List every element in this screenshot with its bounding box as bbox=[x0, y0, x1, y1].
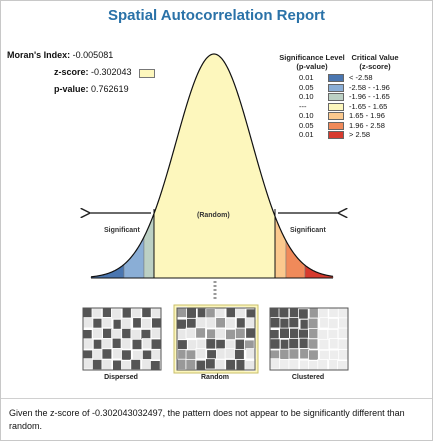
legend-swatch bbox=[328, 74, 344, 82]
z-score-label: z-score: bbox=[54, 67, 89, 77]
conclusion-text: Given the z-score of -0.302043032497, th… bbox=[9, 408, 405, 431]
legend-swatch bbox=[328, 112, 344, 120]
legend-p-value: 0.05 bbox=[299, 120, 314, 130]
p-value-label: p-value: bbox=[54, 84, 89, 94]
p-value-row: p-value: 0.762619 bbox=[54, 84, 129, 94]
legend-swatch bbox=[328, 102, 344, 111]
clustered-label: Clustered bbox=[291, 374, 325, 381]
morans-index-value: -0.005081 bbox=[72, 50, 114, 60]
separator bbox=[1, 398, 432, 399]
legend-swatch bbox=[328, 83, 344, 92]
morans-index-row: Moran's Index: -0.005081 bbox=[7, 50, 113, 60]
random-map-icon bbox=[173, 304, 259, 374]
legend-z-range: < -2.58 bbox=[349, 73, 373, 82]
p-value-value: 0.762619 bbox=[91, 84, 129, 94]
legend-swatch bbox=[328, 93, 344, 101]
curve-fills bbox=[90, 54, 334, 279]
critical-header: Critical Value (z-score) bbox=[347, 53, 403, 71]
significance-header-line2: (p-value) bbox=[296, 62, 328, 71]
legend-p-value: 0.01 bbox=[299, 130, 314, 139]
legend-p-value: --- bbox=[299, 101, 307, 111]
dispersed-label: Dispersed bbox=[104, 374, 138, 381]
morans-index-label: Moran's Index: bbox=[7, 50, 71, 60]
pattern-maps bbox=[81, 304, 349, 374]
z-score-value: -0.302043 bbox=[91, 67, 132, 77]
curve-band bbox=[143, 213, 155, 279]
curve-band bbox=[154, 54, 275, 278]
legend-z-range: 1.65 - 1.96 bbox=[349, 111, 385, 120]
legend-z-range: > 2.58 bbox=[349, 130, 371, 139]
clustered-map-icon bbox=[268, 306, 349, 372]
critical-header-line2: (z-score) bbox=[359, 62, 391, 71]
legend-z-range: -1.96 - -1.65 bbox=[349, 92, 390, 101]
left-significant-label: Significant bbox=[104, 227, 140, 234]
critical-header-line1: Critical Value bbox=[351, 53, 399, 62]
random-label: Random bbox=[201, 374, 229, 381]
normal-curve-chart bbox=[1, 53, 432, 301]
legend-z-range: -1.65 - 1.65 bbox=[349, 101, 388, 111]
random-center-label: (Random) bbox=[197, 212, 230, 219]
legend-p-value: 0.05 bbox=[299, 82, 314, 92]
legend-z-range: 1.96 - 2.58 bbox=[349, 120, 385, 130]
significance-header: Significance Level (p-value) bbox=[277, 53, 347, 71]
curve-band bbox=[274, 216, 287, 279]
legend-swatch bbox=[328, 131, 344, 139]
legend-z-range: -2.58 - -1.96 bbox=[349, 82, 390, 92]
legend-swatch bbox=[328, 121, 344, 130]
legend-p-value: 0.10 bbox=[299, 92, 314, 101]
report-title: Spatial Autocorrelation Report bbox=[108, 7, 325, 24]
curve-outline bbox=[90, 53, 334, 278]
significance-header-line1: Significance Level bbox=[279, 53, 345, 62]
legend-p-value: 0.01 bbox=[299, 73, 314, 82]
right-significant-label: Significant bbox=[290, 227, 326, 234]
z-score-row: z-score: -0.302043 bbox=[54, 67, 132, 77]
legend-p-value: 0.10 bbox=[299, 111, 314, 120]
dispersed-map-icon bbox=[81, 306, 162, 372]
z-score-swatch bbox=[139, 69, 155, 78]
